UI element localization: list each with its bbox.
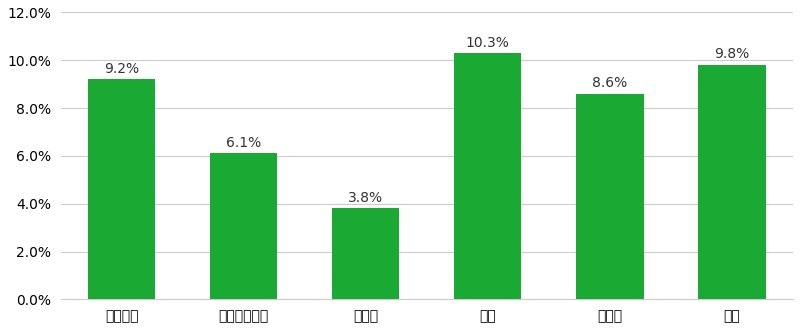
Text: 3.8%: 3.8% <box>348 191 383 205</box>
Bar <box>698 65 766 299</box>
Text: 9.2%: 9.2% <box>104 62 139 76</box>
Text: 10.3%: 10.3% <box>466 36 510 50</box>
Text: 8.6%: 8.6% <box>592 76 627 90</box>
Text: 9.8%: 9.8% <box>714 48 750 61</box>
Bar <box>454 53 522 299</box>
Bar <box>210 153 278 299</box>
Text: 6.1%: 6.1% <box>226 136 262 150</box>
Bar <box>576 94 643 299</box>
Bar <box>332 209 399 299</box>
Bar <box>88 80 155 299</box>
